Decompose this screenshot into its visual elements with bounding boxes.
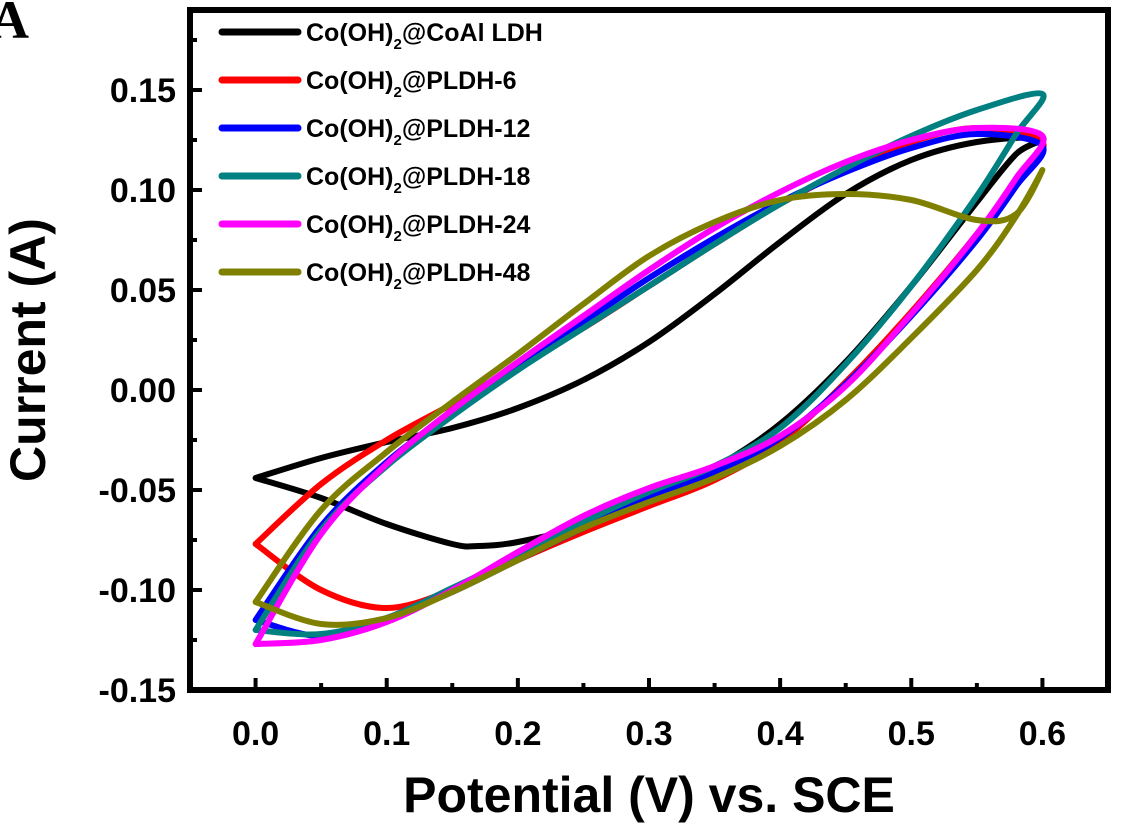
x-axis-label: Potential (V) vs. SCE <box>403 767 895 823</box>
x-tick-label: 0.3 <box>625 715 672 753</box>
legend-label: Co(OH)2@PLDH-48 <box>306 259 530 293</box>
legend-entry-2: Co(OH)2@PLDH-12 <box>218 115 530 149</box>
x-tick-label: 0.1 <box>363 715 410 753</box>
x-axis-ticks: 0.0 0.1 0.2 0.3 0.4 0.5 0.6 <box>232 678 1066 753</box>
y-axis-label: Current (A) <box>0 218 56 482</box>
plot-area <box>252 90 1047 647</box>
panel-label: A <box>0 0 29 50</box>
series-line-4 <box>252 124 1047 647</box>
y-tick-label: 0.00 <box>110 372 176 410</box>
series-line-3 <box>252 90 1047 638</box>
legend-entry-4: Co(OH)2@PLDH-24 <box>218 211 530 245</box>
series-line-5 <box>252 166 1046 628</box>
legend-label: Co(OH)2@CoAl LDH <box>306 19 543 53</box>
x-tick-label: 0.0 <box>232 715 279 753</box>
y-tick-label: -0.10 <box>99 572 177 610</box>
x-tick-label: 0.4 <box>757 715 804 753</box>
legend-entry-3: Co(OH)2@PLDH-18 <box>218 163 530 197</box>
legend: Co(OH)2@CoAl LDH Co(OH)2@PLDH-6 Co(OH)2@PL… <box>218 19 543 293</box>
y-tick-label: 0.10 <box>110 172 176 210</box>
x-tick-label: 0.2 <box>494 715 541 753</box>
series-line-0 <box>252 134 1047 550</box>
legend-label: Co(OH)2@PLDH-6 <box>306 67 517 101</box>
legend-entry-1: Co(OH)2@PLDH-6 <box>218 67 517 101</box>
legend-label: Co(OH)2@PLDH-18 <box>306 163 530 197</box>
series-curves <box>252 90 1047 647</box>
legend-label: Co(OH)2@PLDH-24 <box>306 211 530 245</box>
series-line-2 <box>252 130 1047 640</box>
y-tick-label: 0.15 <box>110 72 176 110</box>
y-tick-label: -0.15 <box>99 672 177 710</box>
series-line-1 <box>252 125 1047 611</box>
legend-entry-5: Co(OH)2@PLDH-48 <box>218 259 530 293</box>
legend-entry-0: Co(OH)2@CoAl LDH <box>218 19 543 53</box>
y-tick-label: 0.05 <box>110 272 176 310</box>
y-tick-label: -0.05 <box>99 472 177 510</box>
legend-label: Co(OH)2@PLDH-12 <box>306 115 530 149</box>
x-tick-label: 0.6 <box>1019 715 1066 753</box>
y-axis-ticks: -0.15 -0.10 -0.05 0.00 0.05 0.10 0.15 <box>99 38 202 710</box>
x-tick-label: 0.5 <box>888 715 935 753</box>
